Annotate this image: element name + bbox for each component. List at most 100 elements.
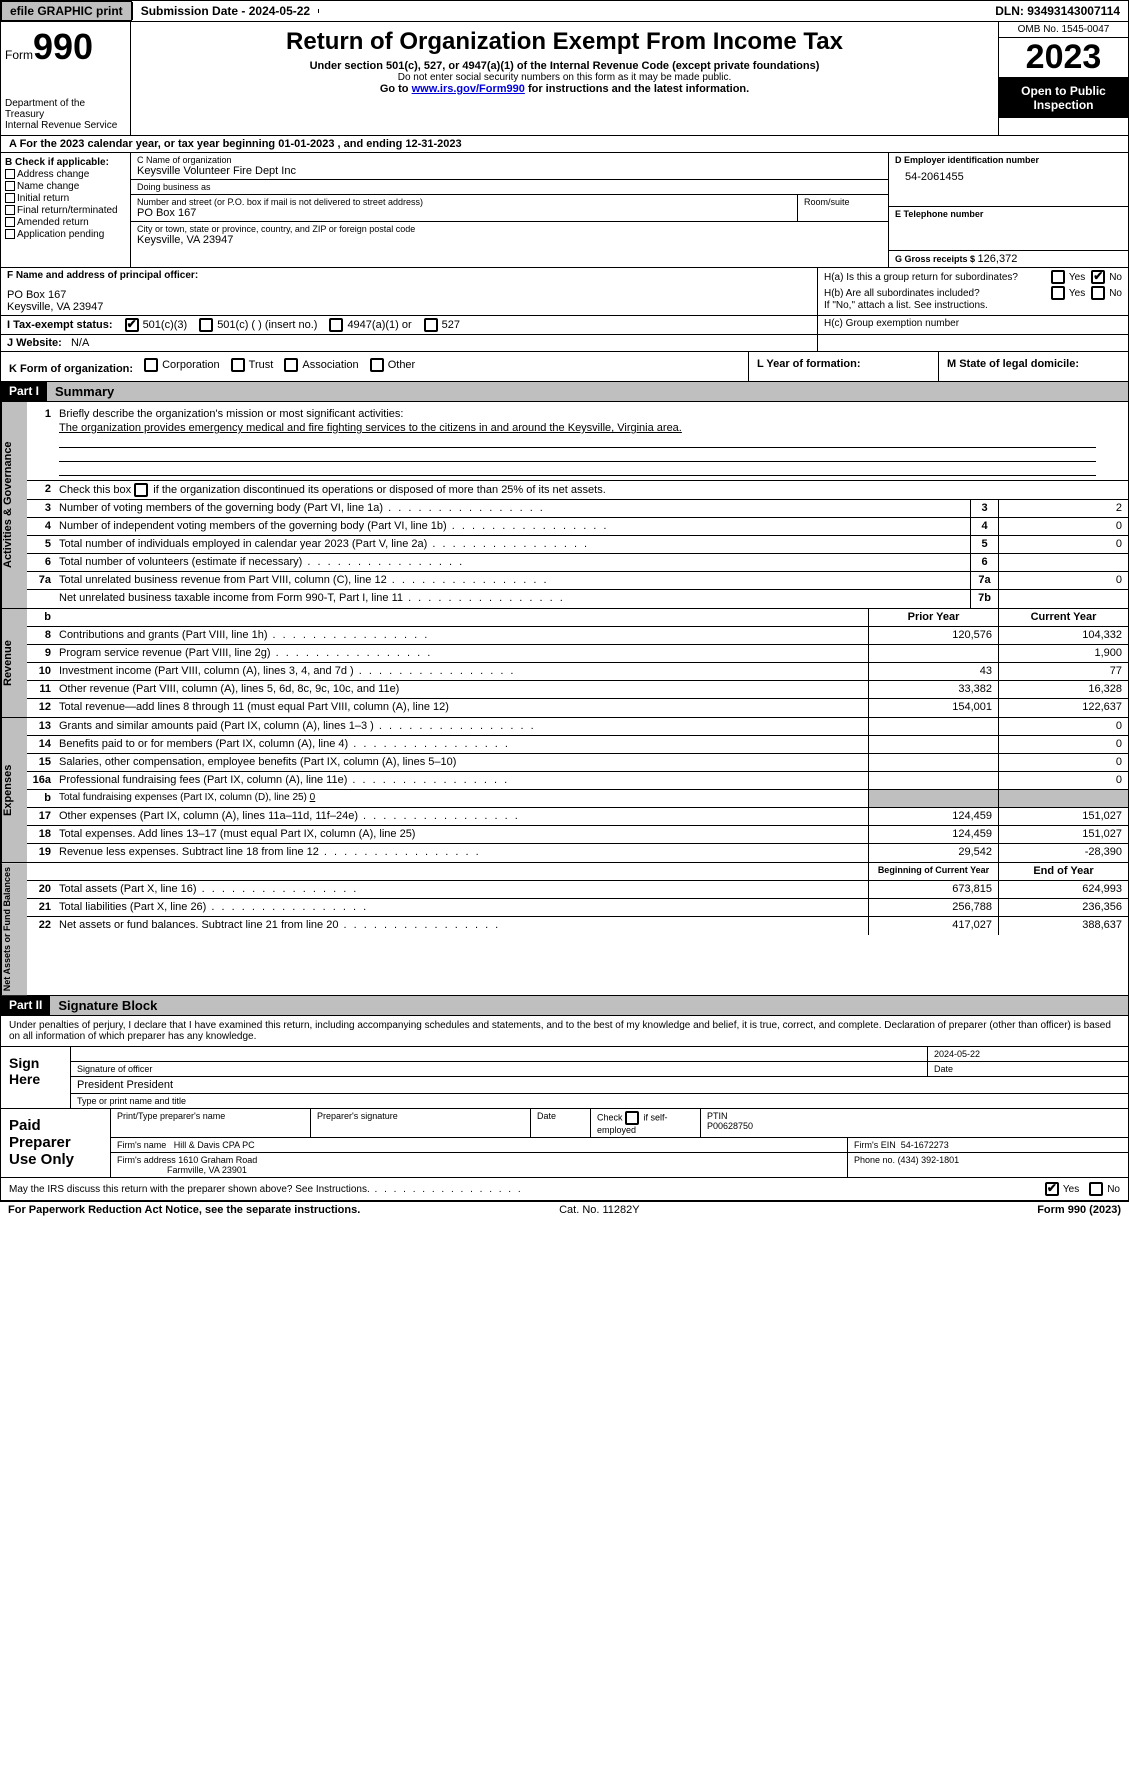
prep-selfemp: Check if self-employed (591, 1109, 701, 1137)
prior-year-hdr: Prior Year (868, 609, 998, 626)
line3-val: 2 (998, 500, 1128, 517)
row-m-state: M State of legal domicile: (938, 352, 1128, 381)
line14: Benefits paid to or for members (Part IX… (55, 736, 868, 753)
sign-here-label: Sign Here (1, 1047, 71, 1108)
line18: Total expenses. Add lines 13–17 (must eq… (55, 826, 868, 843)
officer-name-lbl: Type or print name and title (71, 1094, 1128, 1108)
firm-address: Firm's address 1610 Graham Road Farmvill… (111, 1153, 848, 1177)
box-c-street: Number and street (or P.O. box if mail i… (131, 195, 798, 222)
box-b-check-applicable: B Check if applicable: Address change Na… (1, 153, 131, 267)
tax-year: 2023 (999, 38, 1128, 78)
chk-trust[interactable] (231, 358, 245, 372)
box-c-city: City or town, state or province, country… (131, 222, 888, 248)
tab-expenses: Expenses (1, 718, 27, 862)
line21: Total liabilities (Part X, line 26) (55, 899, 868, 916)
begin-year-hdr: Beginning of Current Year (868, 863, 998, 880)
line7a: Total unrelated business revenue from Pa… (55, 572, 970, 589)
tab-revenue: Revenue (1, 609, 27, 717)
header-sub3: Go to www.irs.gov/Form990 for instructio… (139, 83, 990, 95)
chk-address-change[interactable]: Address change (5, 169, 126, 180)
line10: Investment income (Part VIII, column (A)… (55, 663, 868, 680)
line8: Contributions and grants (Part VIII, lin… (55, 627, 868, 644)
chk-501c3[interactable] (125, 318, 139, 332)
box-h-b-note: If "No," attach a list. See instructions… (824, 300, 1122, 311)
form-header: Form990 Department of the Treasury Inter… (0, 22, 1129, 136)
line16a: Professional fundraising fees (Part IX, … (55, 772, 868, 789)
firm-name: Firm's name Hill & Davis CPA PC (111, 1138, 848, 1152)
header-sub2: Do not enter social security numbers on … (139, 72, 990, 83)
line1-mission: The organization provides emergency medi… (59, 422, 682, 434)
irs-link[interactable]: www.irs.gov/Form990 (412, 83, 525, 95)
chk-application-pending[interactable]: Application pending (5, 229, 126, 240)
chk-initial-return[interactable]: Initial return (5, 193, 126, 204)
line5-val: 0 (998, 536, 1128, 553)
box-e-phone: E Telephone number (889, 207, 1128, 251)
prep-name-lbl: Print/Type preparer's name (111, 1109, 311, 1137)
chk-final-return[interactable]: Final return/terminated (5, 205, 126, 216)
prep-sig-lbl: Preparer's signature (311, 1109, 531, 1137)
row-a-tax-year: A For the 2023 calendar year, or tax yea… (0, 136, 1129, 153)
line13: Grants and similar amounts paid (Part IX… (55, 718, 868, 735)
chk-assoc[interactable] (284, 358, 298, 372)
box-h-c: H(c) Group exemption number (818, 316, 1128, 334)
dept-treasury: Department of the Treasury Internal Reve… (5, 98, 126, 131)
chk-501c[interactable] (199, 318, 213, 332)
ha-no[interactable] (1091, 270, 1105, 284)
line6-val (998, 554, 1128, 571)
page-footer: For Paperwork Reduction Act Notice, see … (0, 1201, 1129, 1218)
line19: Revenue less expenses. Subtract line 18 … (55, 844, 868, 862)
line12: Total revenue—add lines 8 through 11 (mu… (55, 699, 868, 717)
box-c-name: C Name of organization Keysville Volunte… (131, 153, 888, 180)
chk-self-employed[interactable] (625, 1111, 639, 1125)
chk-other[interactable] (370, 358, 384, 372)
hb-yes[interactable] (1051, 286, 1065, 300)
perjury-declaration: Under penalties of perjury, I declare th… (1, 1016, 1128, 1046)
paid-preparer-label: Paid Preparer Use Only (1, 1109, 111, 1177)
end-year-hdr: End of Year (998, 863, 1128, 880)
discuss-row: May the IRS discuss this return with the… (1, 1177, 1128, 1200)
chk-4947[interactable] (329, 318, 343, 332)
hb-no[interactable] (1091, 286, 1105, 300)
part1-title: Summary (47, 382, 1128, 401)
line7b-val (998, 590, 1128, 608)
chk-discontinued[interactable] (134, 483, 148, 497)
omb-number: OMB No. 1545-0047 (999, 22, 1128, 38)
chk-527[interactable] (424, 318, 438, 332)
part2-tag: Part II (1, 996, 50, 1015)
box-f-officer: F Name and address of principal officer:… (1, 268, 818, 315)
sig-date-lbl: Date (928, 1062, 1128, 1076)
line4-val: 0 (998, 518, 1128, 535)
discuss-yes[interactable] (1045, 1182, 1059, 1196)
line5: Total number of individuals employed in … (55, 536, 970, 553)
topbar: efile GRAPHIC print Submission Date - 20… (0, 0, 1129, 22)
ha-yes[interactable] (1051, 270, 1065, 284)
line17: Other expenses (Part IX, column (A), lin… (55, 808, 868, 825)
current-year-hdr: Current Year (998, 609, 1128, 626)
box-g-gross: G Gross receipts $ 126,372 (889, 251, 1128, 267)
line7b: Net unrelated business taxable income fr… (55, 590, 970, 608)
part2-title: Signature Block (50, 996, 1128, 1015)
form-title: Return of Organization Exempt From Incom… (139, 28, 990, 56)
firm-ein: Firm's EIN 54-1672273 (848, 1138, 1128, 1152)
chk-corp[interactable] (144, 358, 158, 372)
row-k-form-org: K Form of organization: Corporation Trus… (1, 352, 748, 381)
tab-governance: Activities & Governance (1, 402, 27, 608)
tab-net-assets: Net Assets or Fund Balances (1, 863, 27, 995)
prep-date-lbl: Date (531, 1109, 591, 1137)
box-c-room: Room/suite (798, 195, 888, 222)
form-number: Form990 (5, 26, 126, 68)
line6: Total number of volunteers (estimate if … (55, 554, 970, 571)
chk-amended-return[interactable]: Amended return (5, 217, 126, 228)
officer-name-title: President President (71, 1077, 1128, 1093)
header-sub1: Under section 501(c), 527, or 4947(a)(1)… (139, 60, 990, 72)
discuss-no[interactable] (1089, 1182, 1103, 1196)
line1-lbl: Briefly describe the organization's miss… (55, 406, 1128, 422)
line11: Other revenue (Part VIII, column (A), li… (55, 681, 868, 698)
row-j-website: J Website: N/A (1, 335, 818, 351)
chk-name-change[interactable]: Name change (5, 181, 126, 192)
firm-phone: Phone no. (434) 392-1801 (848, 1153, 1128, 1177)
submission-date: Submission Date - 2024-05-22 (132, 2, 318, 20)
efile-print-button[interactable]: efile GRAPHIC print (1, 1, 132, 21)
row-l-year: L Year of formation: (748, 352, 938, 381)
open-inspection: Open to Public Inspection (999, 78, 1128, 118)
